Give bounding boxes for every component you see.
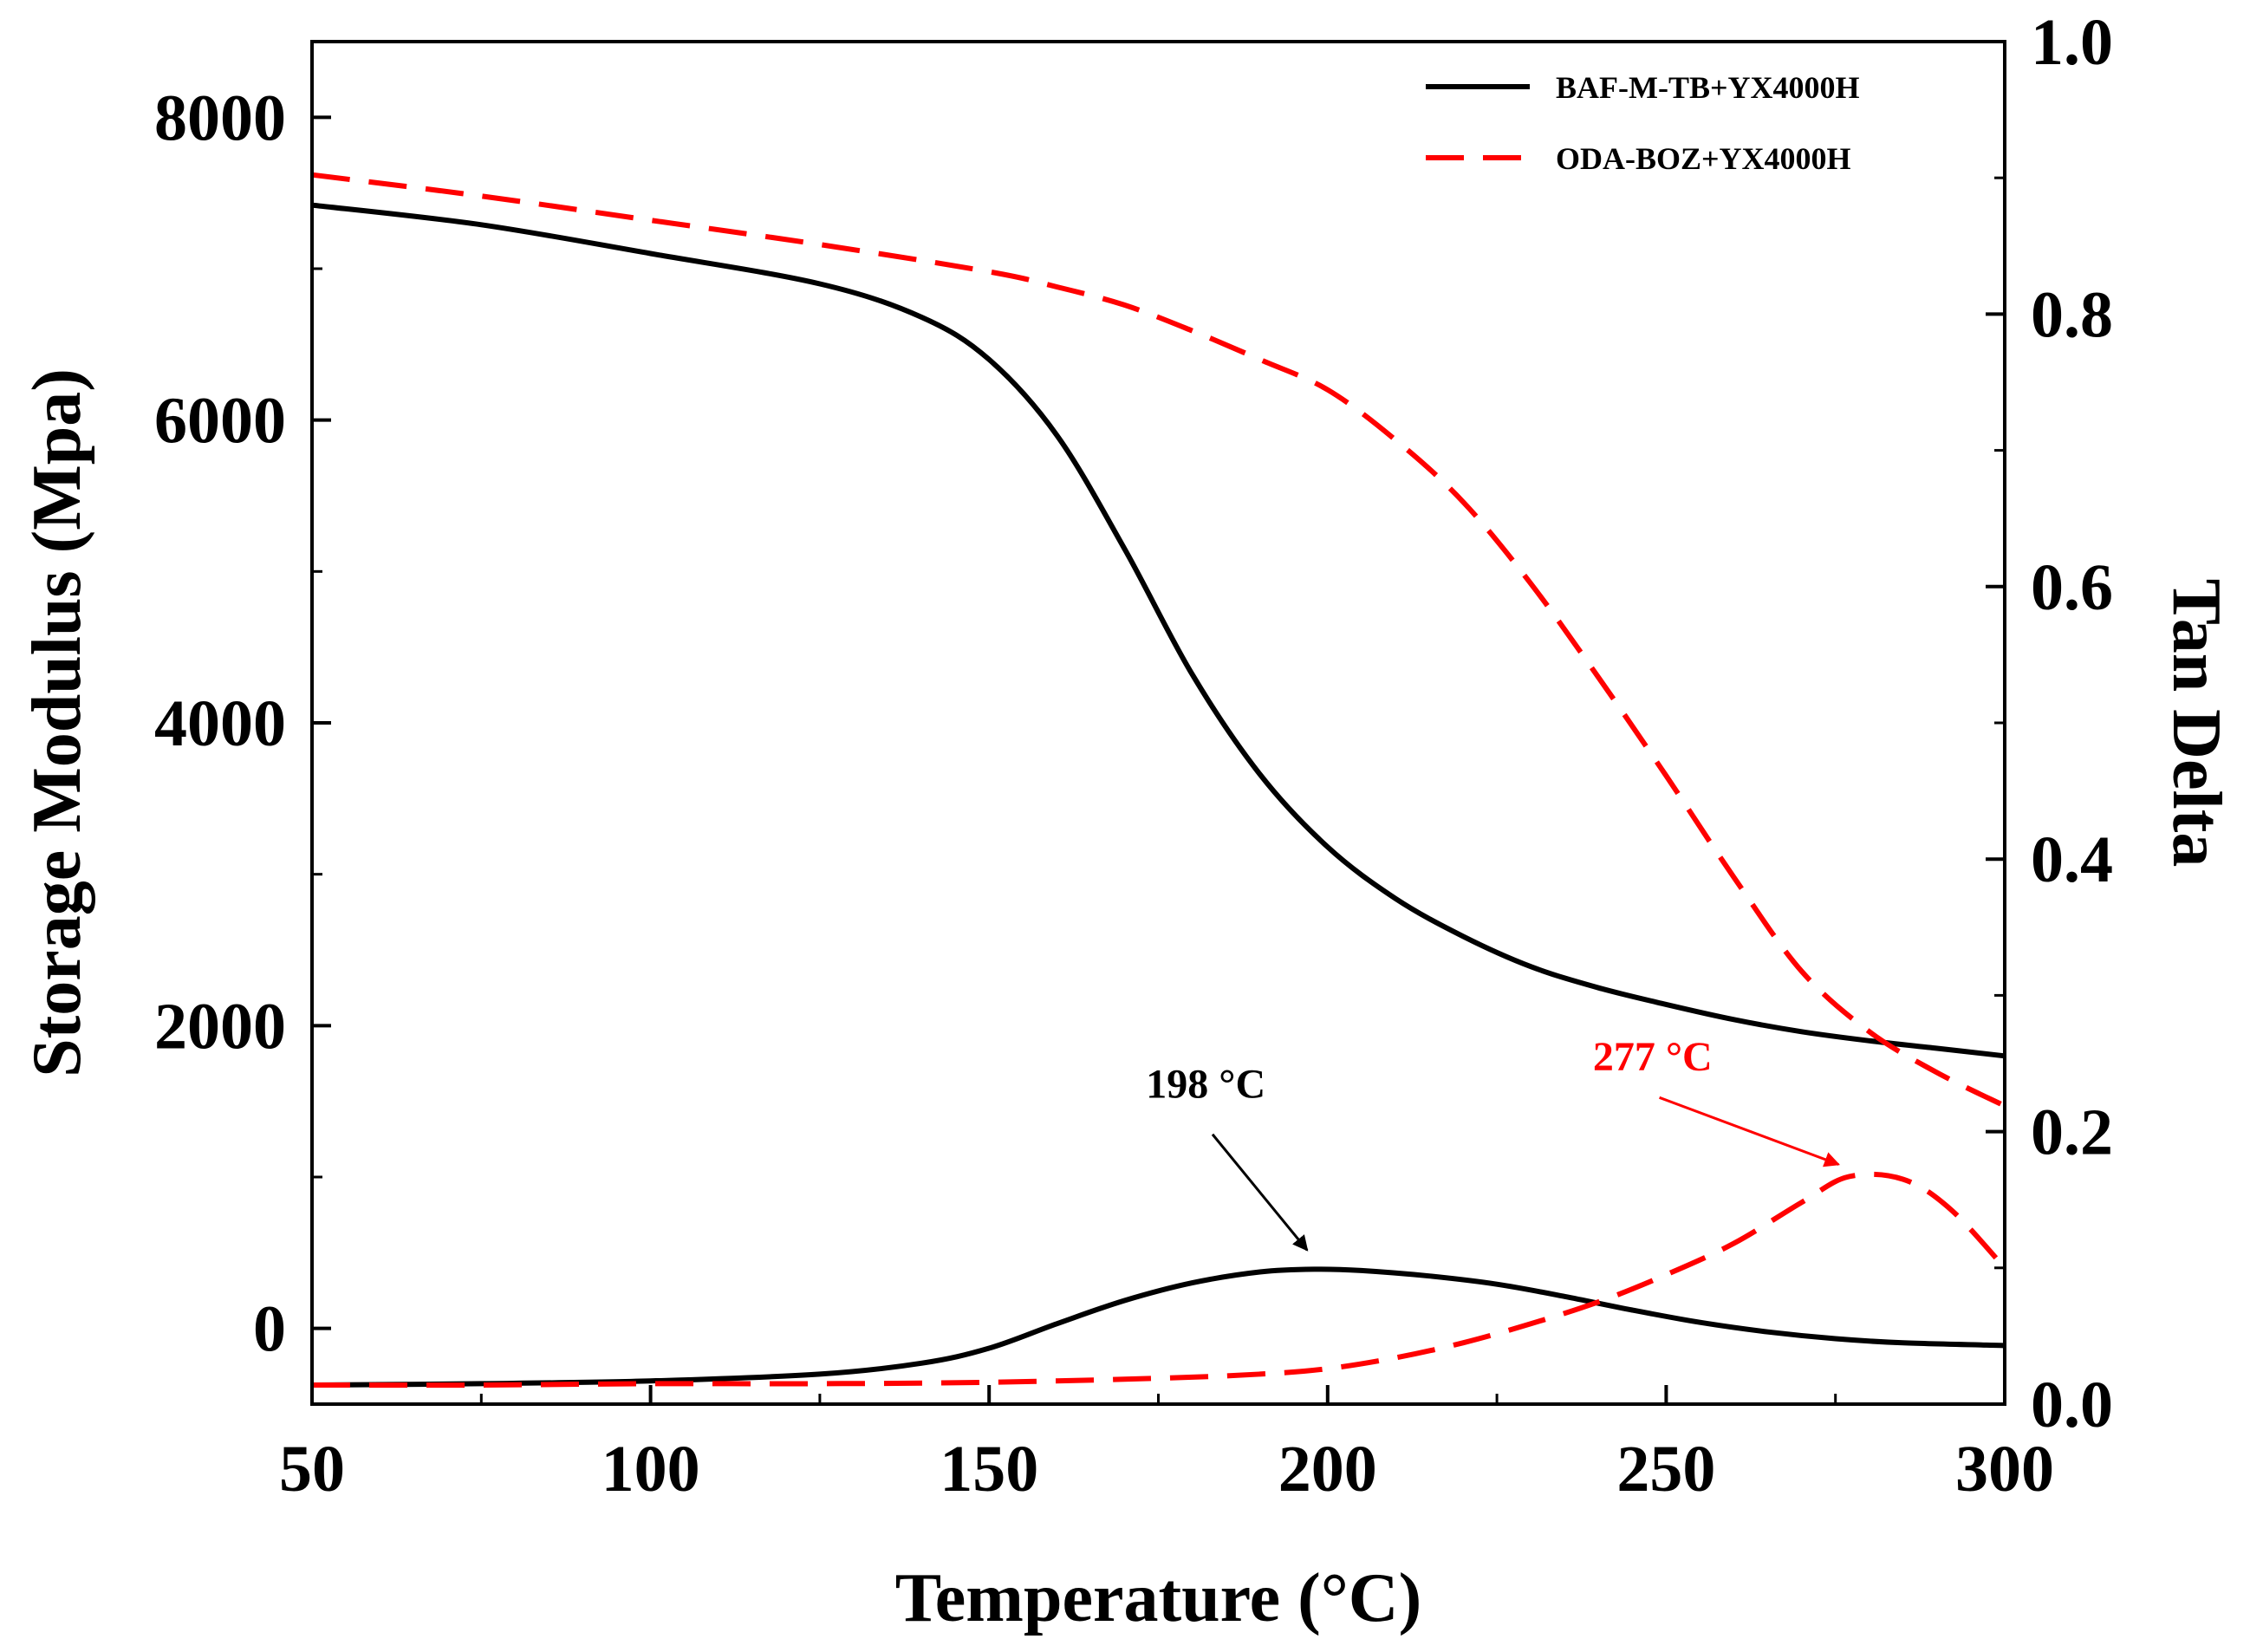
y-right-tick-label: 0.8 (2031, 278, 2113, 351)
x-tick-label: 150 (940, 1433, 1038, 1506)
y-right-tick-label: 0.2 (2031, 1096, 2113, 1169)
oda-storage-modulus-line (311, 172, 2006, 1109)
y-left-tick-label: 6000 (154, 385, 286, 458)
x-axis-title: Temperature (°C) (895, 1560, 1421, 1636)
axis-layer: 50 100 150 200 250 300 0 2000 4000 6000 8000 0.0 0.2… (19, 6, 2234, 1636)
y-left-tick-label: 2000 (154, 990, 286, 1063)
y-left-tick-label: 0 (253, 1293, 286, 1366)
oda-tan-delta-line (311, 1171, 2007, 1389)
plot-frame (310, 40, 2006, 1406)
y-right-tick-label: 0.0 (2031, 1369, 2113, 1441)
legend-label: ODA-BOZ+YX4000H (1556, 141, 1851, 176)
x-tick-label: 100 (602, 1433, 700, 1506)
annotations: 198 °C 277 °C (1146, 1034, 1841, 1252)
x-tick-label: 250 (1616, 1433, 1715, 1506)
x-tick-label: 50 (279, 1433, 345, 1506)
y-left-tick-label: 4000 (154, 687, 286, 760)
peak-label: 198 °C (1146, 1061, 1265, 1107)
y-left-tick-label: 8000 (154, 81, 286, 154)
x-tick-label: 300 (1955, 1433, 2054, 1506)
peak-arrow (1659, 1096, 1841, 1167)
baf-storage-modulus-line (311, 202, 2006, 1059)
x-tick-label: 200 (1278, 1433, 1377, 1506)
legend-label: BAF-M-TB+YX4000H (1556, 70, 1860, 105)
baf-tan-delta-line (311, 1266, 2006, 1388)
peak-label: 277 °C (1593, 1034, 1713, 1080)
y-right-tick-label: 0.4 (2031, 823, 2113, 896)
y-right-axis-title: Tan Delta (2158, 579, 2234, 868)
y-left-axis-title: Storage Modulus (Mpa) (19, 368, 95, 1077)
y-right-tick-label: 1.0 (2031, 6, 2113, 79)
peak-arrow (1211, 1133, 1309, 1252)
y-right-tick-label: 0.6 (2031, 551, 2113, 624)
series-layer (311, 172, 2007, 1389)
legend: BAF-M-TB+YX4000H ODA-BOZ+YX4000H (1426, 70, 1860, 176)
